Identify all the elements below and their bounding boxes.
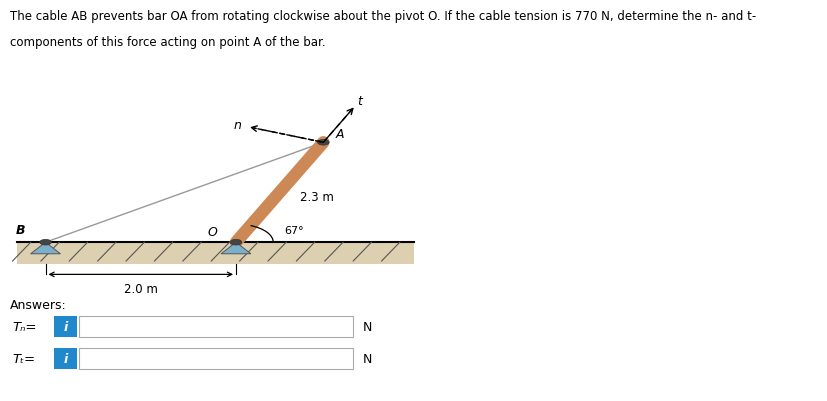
FancyBboxPatch shape: [17, 243, 414, 265]
Text: A: A: [335, 128, 344, 141]
Circle shape: [40, 240, 51, 245]
Text: components of this force acting on point A of the bar.: components of this force acting on point…: [10, 36, 325, 49]
Text: 2.3 m: 2.3 m: [300, 190, 334, 203]
Circle shape: [230, 240, 241, 245]
FancyBboxPatch shape: [54, 348, 77, 369]
Text: Tₜ=: Tₜ=: [12, 352, 36, 365]
Text: N: N: [362, 352, 371, 365]
Text: Tₙ=: Tₙ=: [12, 320, 37, 333]
Circle shape: [317, 140, 328, 146]
Text: 67°: 67°: [284, 225, 304, 235]
Text: N: N: [362, 320, 371, 333]
Text: B: B: [16, 224, 25, 237]
Text: 2.0 m: 2.0 m: [124, 282, 157, 295]
Polygon shape: [221, 243, 251, 254]
FancyBboxPatch shape: [54, 316, 77, 337]
Text: i: i: [63, 352, 68, 365]
Text: The cable AB prevents bar OA from rotating clockwise about the pivot O. If the c: The cable AB prevents bar OA from rotati…: [10, 10, 755, 23]
Text: O: O: [208, 226, 218, 239]
Text: Answers:: Answers:: [10, 299, 67, 312]
Text: i: i: [63, 320, 68, 333]
FancyBboxPatch shape: [79, 348, 352, 369]
Polygon shape: [31, 243, 60, 254]
Text: n: n: [233, 119, 241, 132]
Text: t: t: [357, 95, 362, 108]
FancyBboxPatch shape: [79, 316, 352, 337]
